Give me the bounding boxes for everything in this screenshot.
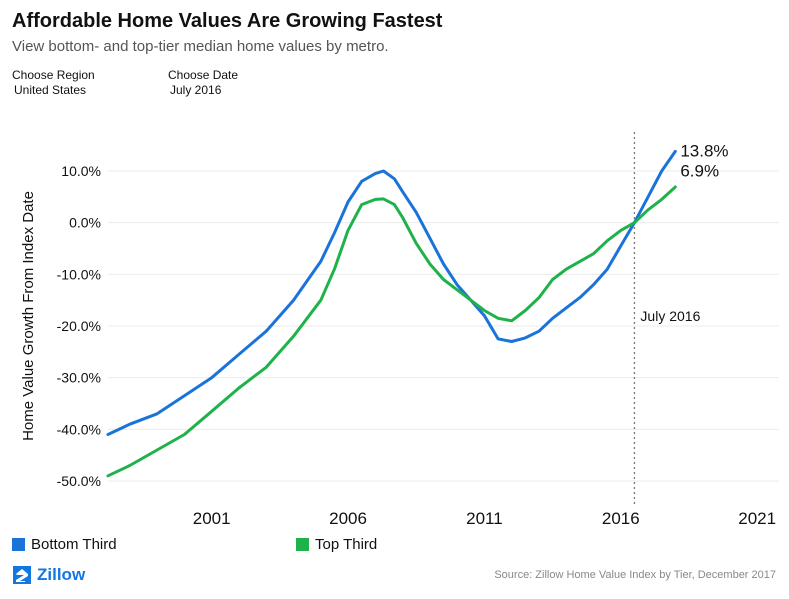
zillow-logo[interactable]: Zillow (12, 565, 85, 585)
y-tick-label: -50.0% (57, 473, 101, 489)
zillow-logo-icon (13, 566, 31, 584)
legend-swatch-top-third (296, 538, 309, 551)
chart-title: Affordable Home Values Are Growing Faste… (12, 10, 443, 32)
x-tick-label: 2011 (466, 509, 503, 528)
x-tick-label: 2001 (193, 509, 231, 528)
date-selector[interactable]: Choose Date July 2016 (168, 68, 238, 98)
end-value-label-bottom-third: 13.8% (680, 141, 728, 160)
y-axis: 10.0% 0.0% -10.0% -20.0% -30.0% -40.0% -50.0% (57, 163, 101, 489)
date-value[interactable]: July 2016 (170, 83, 222, 97)
x-tick-label: 2021 (738, 509, 776, 528)
x-axis: 2001 2006 2011 2016 2021 (193, 509, 776, 528)
y-tick-label: -10.0% (57, 266, 101, 282)
legend-swatch-bottom-third (12, 538, 25, 551)
region-value[interactable]: United States (14, 83, 87, 97)
y-tick-label: -20.0% (57, 318, 101, 334)
source-note: Source: Zillow Home Value Index by Tier,… (494, 569, 776, 581)
legend-label-bottom-third: Bottom Third (31, 536, 117, 553)
series-line-top-third[interactable] (106, 185, 677, 478)
series-line-bottom-third[interactable] (106, 149, 677, 436)
y-tick-label: -30.0% (57, 370, 101, 386)
y-tick-label: -40.0% (57, 421, 101, 437)
y-tick-label: 10.0% (61, 163, 101, 179)
y-axis-label: Home Value Growth From Index Date (20, 191, 37, 441)
y-tick-label: 0.0% (69, 215, 101, 231)
legend-label-top-third: Top Third (315, 536, 378, 553)
series (106, 149, 677, 478)
end-value-label-top-third: 6.9% (680, 161, 719, 180)
chart-subtitle: View bottom- and top-tier median home va… (12, 38, 389, 55)
x-tick-label: 2016 (602, 509, 640, 528)
grid (108, 170, 779, 482)
brand-name: Zillow (37, 565, 86, 584)
legend-item-bottom-third[interactable]: Bottom Third (12, 536, 117, 553)
legend-item-top-third[interactable]: Top Third (296, 536, 377, 553)
region-label: Choose Region (12, 68, 95, 82)
date-label: Choose Date (168, 68, 239, 82)
x-tick-label: 2006 (329, 509, 367, 528)
region-selector[interactable]: Choose Region United States (12, 68, 95, 98)
reference-line-label: July 2016 (640, 308, 700, 324)
